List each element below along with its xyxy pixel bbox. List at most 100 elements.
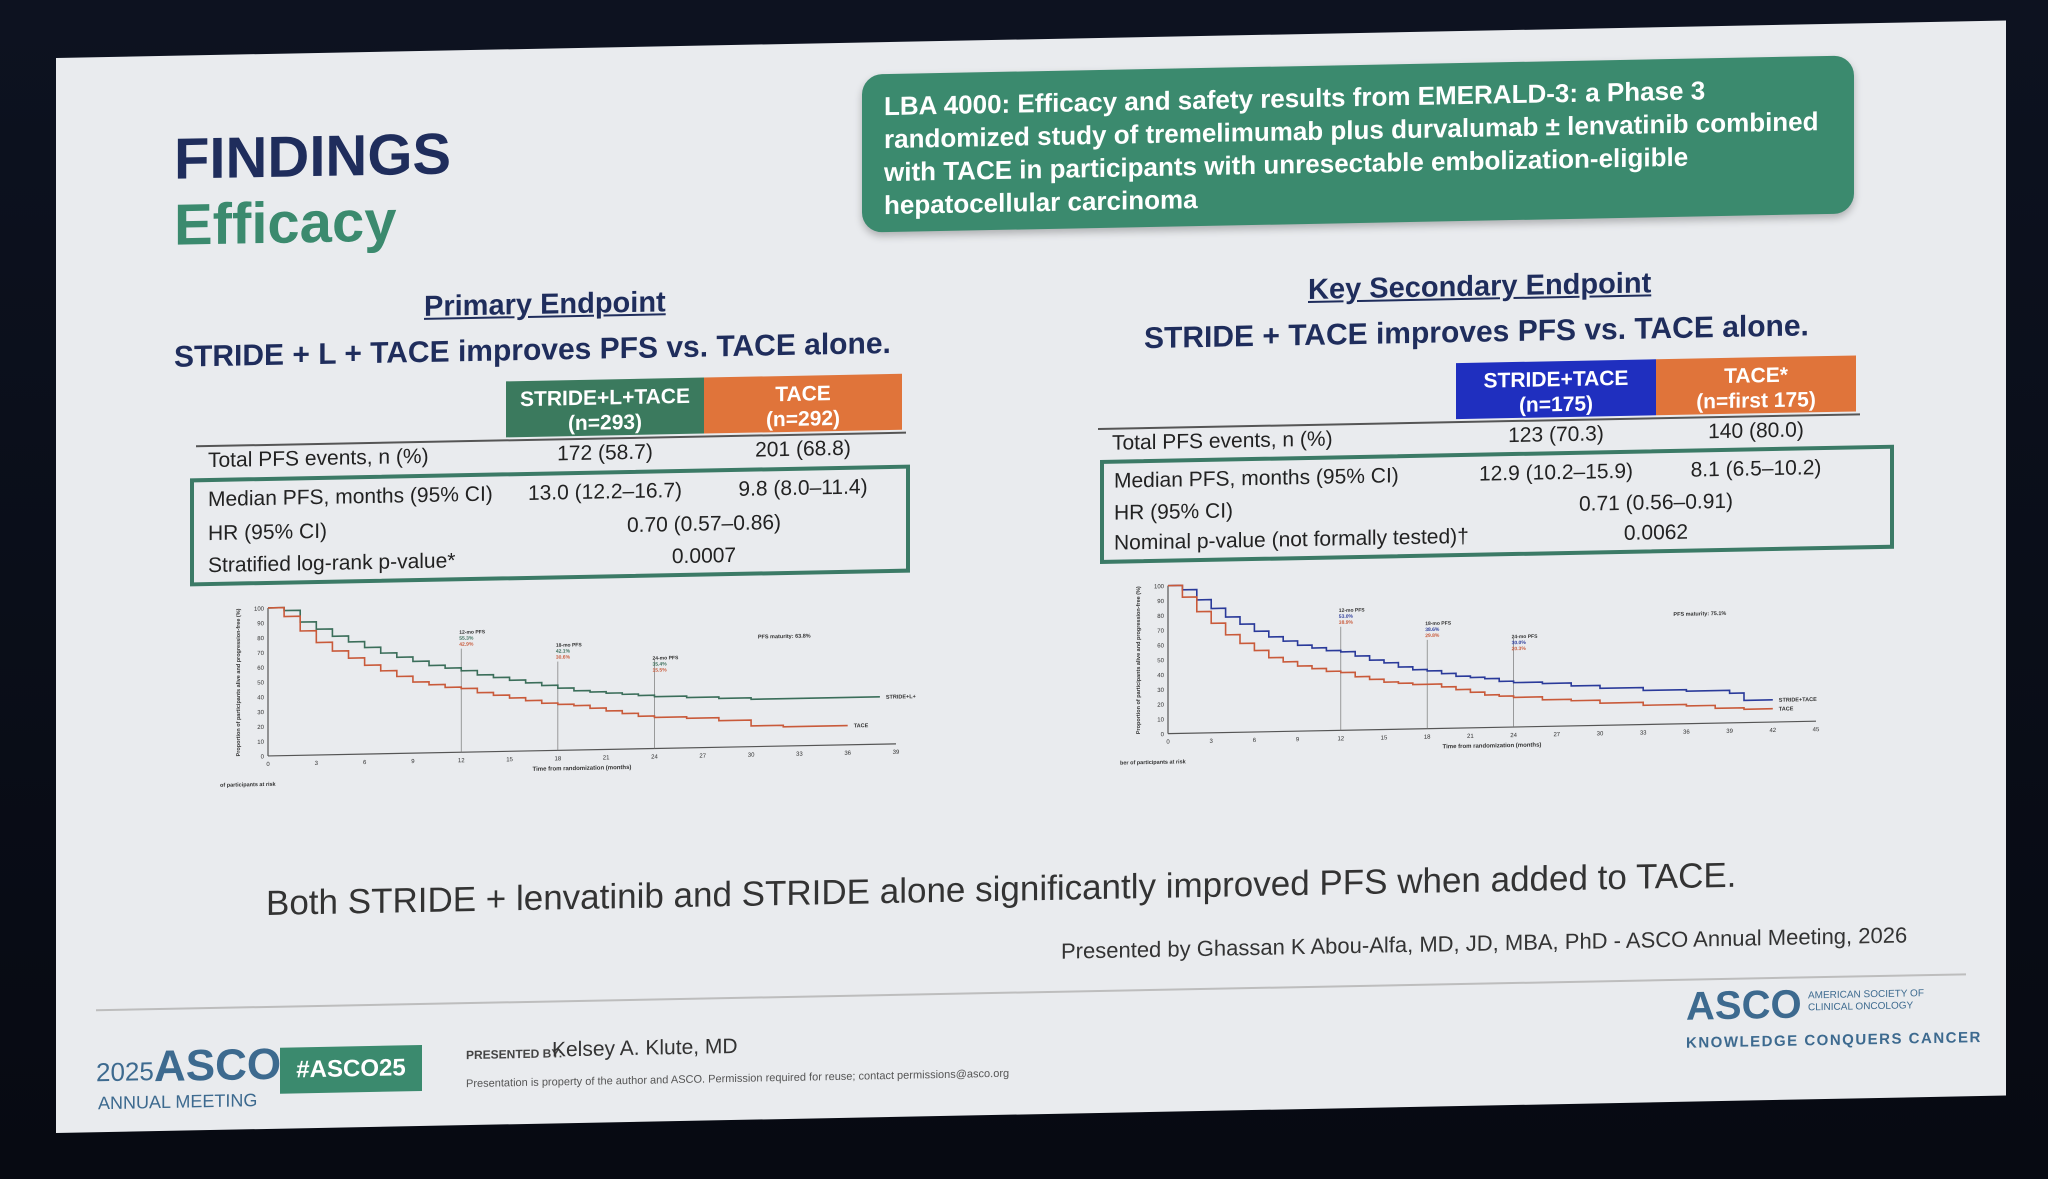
series-label: STRIDE+TACE	[1779, 697, 1817, 704]
y-tick-label: 10	[257, 740, 264, 746]
y-tick-label: 0	[1161, 732, 1165, 738]
y-tick-label: 70	[257, 651, 264, 657]
y-tick-label: 30	[1157, 688, 1164, 694]
x-tick-label: 6	[363, 760, 367, 766]
x-tick-label: 24	[651, 754, 658, 760]
series-label: TACE	[854, 723, 869, 729]
x-tick-label: 21	[1467, 734, 1474, 740]
landmark-value: 38.6%	[1425, 627, 1440, 633]
y-tick-label: 50	[257, 680, 264, 686]
x-tick-label: 12	[458, 758, 465, 764]
left-col-header-tace: TACE (n=292)	[704, 373, 902, 434]
y-axis-label: Proportion of participants alive and pro…	[1136, 586, 1142, 734]
y-axis-label: Proportion of participants alive and pro…	[236, 608, 242, 756]
x-tick-label: 6	[1253, 738, 1257, 744]
presentation-slide: FINDINGS Efficacy LBA 4000: Efficacy and…	[56, 20, 2006, 1133]
y-tick-label: 80	[1157, 614, 1164, 620]
y-tick-label: 50	[1157, 658, 1164, 664]
landmark-value: 55.3%	[459, 636, 474, 642]
secondary-endpoint-subheading: STRIDE + TACE improves PFS vs. TACE alon…	[1144, 309, 1809, 356]
landmark-value: 30.0%	[1512, 640, 1527, 646]
x-axis	[268, 743, 896, 757]
y-tick-label: 30	[257, 710, 264, 716]
col-header-line2: (n=175)	[1518, 392, 1594, 417]
col-header-line2: (n=first 175)	[1696, 388, 1816, 414]
y-tick-label: 40	[1157, 673, 1164, 679]
x-tick-label: 18	[1424, 735, 1431, 741]
slide-title: FINDINGS	[174, 121, 452, 192]
landmark-label: 18-mo PFS	[1425, 621, 1452, 628]
x-tick-label: 36	[844, 751, 851, 757]
x-axis-label: Time from randomization (months)	[1443, 742, 1542, 750]
x-tick-label: 30	[1597, 731, 1604, 737]
study-banner: LBA 4000: Efficacy and safety results fr…	[862, 55, 1854, 233]
y-tick-label: 20	[257, 725, 264, 731]
landmark-value: 42.1%	[556, 649, 571, 655]
row-value: 140 (80.0)	[1708, 418, 1804, 444]
x-tick-label: 24	[1510, 733, 1517, 739]
row-value: 123 (70.3)	[1508, 422, 1604, 448]
x-tick-label: 30	[748, 753, 755, 759]
col-header-line1: TACE*	[1724, 363, 1788, 388]
x-tick-label: 36	[1683, 730, 1690, 736]
x-tick-label: 18	[555, 756, 562, 762]
series-label: TACE	[1779, 706, 1794, 712]
row-label: HR (95% CI)	[208, 519, 328, 546]
landmark-label: 24-mo PFS	[652, 655, 679, 662]
km-curve-experimental	[268, 606, 880, 701]
asco-society-name: AMERICAN SOCIETY OF CLINICAL ONCOLOGY	[1808, 988, 1924, 1014]
permission-note: Presentation is property of the author a…	[466, 1067, 1010, 1091]
landmark-value: 42.9%	[459, 642, 474, 648]
x-tick-label: 3	[1210, 739, 1214, 745]
col-header-line1: STRIDE+TACE	[1483, 366, 1629, 393]
row-label: HR (95% CI)	[1114, 499, 1234, 525]
row-label: Stratified log-rank p-value*	[208, 549, 456, 578]
y-tick-label: 100	[1154, 584, 1165, 590]
row-value: 8.1 (6.5–10.2)	[1690, 456, 1822, 482]
y-tick-label: 90	[1157, 599, 1164, 605]
x-tick-label: 27	[699, 754, 706, 760]
x-tick-label: 33	[1640, 730, 1647, 736]
asco-tagline: KNOWLEDGE CONQUERS CANCER	[1686, 1029, 1982, 1052]
x-tick-label: 15	[506, 757, 513, 763]
landmark-value: 29.8%	[1425, 633, 1440, 639]
y-tick-label: 100	[254, 606, 265, 612]
landmark-label: 18-mo PFS	[556, 642, 583, 649]
presented-by-text: Presented by Ghassan K Abou-Alfa, MD, JD…	[1061, 922, 1908, 964]
secondary-endpoint-heading: Key Secondary Endpoint	[1308, 267, 1652, 306]
km-curve-control	[1168, 584, 1773, 711]
row-value: 12.9 (10.2–15.9)	[1478, 459, 1634, 486]
asco-logo-right: ASCO	[1686, 982, 1802, 1029]
primary-endpoint-heading: Primary Endpoint	[424, 286, 666, 323]
km-curve-control	[268, 606, 848, 728]
y-tick-label: 80	[257, 636, 264, 642]
annual-meeting-label: ANNUAL MEETING	[98, 1090, 258, 1114]
asco-logo-left: ASCO	[154, 1039, 282, 1092]
right-col-header-tace: TACE* (n=first 175)	[1656, 355, 1856, 416]
x-tick-label: 12	[1337, 736, 1344, 742]
row-value: 13.0 (12.2–16.7)	[527, 478, 683, 505]
x-tick-label: 33	[796, 752, 803, 758]
presented-by-label: PRESENTED BY:	[466, 1046, 563, 1063]
x-tick-label: 0	[266, 762, 270, 768]
x-tick-label: 21	[603, 755, 610, 761]
landmark-value: 35.4%	[652, 661, 667, 667]
y-tick-label: 20	[1157, 703, 1164, 709]
km-curve-experimental	[1168, 584, 1773, 702]
x-tick-label: 39	[893, 750, 900, 756]
x-tick-label: 15	[1381, 735, 1388, 741]
col-header-line2: (n=292)	[765, 406, 841, 432]
row-value: 9.8 (8.0–11.4)	[738, 475, 868, 501]
at-risk-label: ber of participants at risk	[1120, 759, 1187, 766]
x-tick-label: 42	[1769, 728, 1776, 734]
pfs-maturity-label: PFS maturity: 75.1%	[1673, 611, 1726, 618]
row-label: Total PFS events, n (%)	[208, 444, 429, 473]
left-col-header-stride: STRIDE+L+TACE (n=293)	[506, 377, 704, 438]
row-label: Total PFS events, n (%)	[1112, 427, 1333, 455]
col-header-line1: TACE	[775, 382, 831, 407]
hashtag-badge: #ASCO25	[280, 1044, 422, 1094]
landmark-value: 38.9%	[1339, 620, 1354, 626]
y-tick-label: 90	[257, 621, 264, 627]
conclusion-text: Both STRIDE + lenvatinib and STRIDE alon…	[266, 855, 1737, 923]
